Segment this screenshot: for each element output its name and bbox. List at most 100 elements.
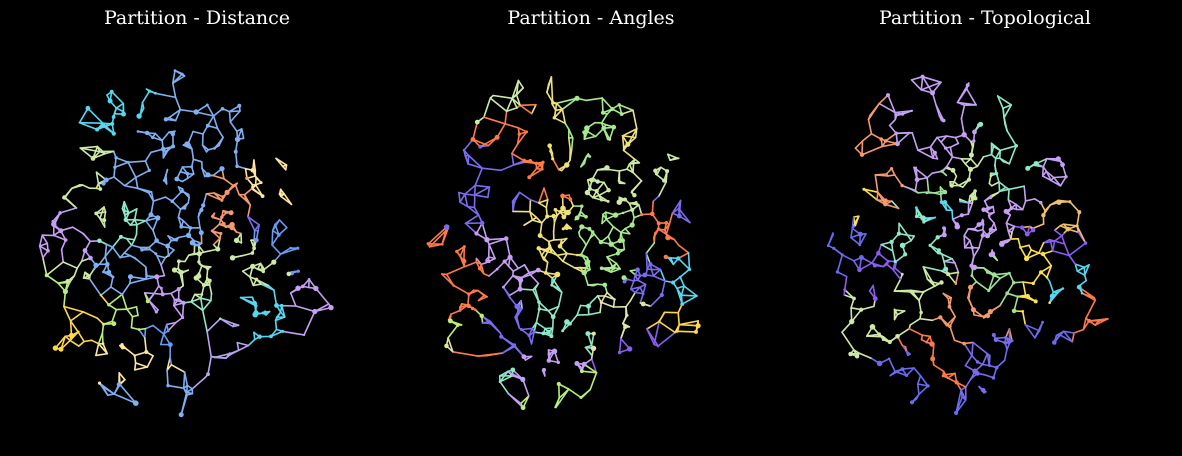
street-segment [110,276,114,288]
street-segment [827,234,834,247]
street-segment [887,174,896,177]
street-segment [658,320,676,334]
street-segment [464,193,476,196]
street-segment [999,145,1017,152]
street-segment [884,203,900,210]
street-node [835,270,840,274]
street-segment [485,256,490,261]
street-node [664,221,669,225]
street-node [1011,308,1017,314]
street-node [556,381,561,387]
street-node [1012,281,1016,285]
street-node [987,364,991,367]
street-segment [590,332,595,347]
street-node [176,287,181,292]
street-segment [134,366,149,371]
street-node [154,274,160,280]
street-segment [850,236,861,246]
street-segment [1045,170,1052,182]
street-node [591,331,596,336]
street-node [107,303,111,307]
street-segment [1023,185,1027,202]
street-segment [173,298,180,307]
street-segment [201,144,210,151]
street-segment [1076,270,1086,277]
street-segment [529,199,532,213]
street-node [173,69,177,72]
street-node [1041,320,1044,324]
street-segment [1032,223,1045,230]
street-segment [1068,242,1087,257]
street-node [967,166,974,172]
street-node [541,331,546,336]
street-node [105,262,110,267]
street-node [579,396,583,399]
street-node [281,329,285,333]
street-segment [62,261,78,270]
street-node [252,311,258,318]
street-node [548,246,551,249]
network-map-angles [426,76,701,411]
street-node [621,275,627,281]
street-node [145,299,150,304]
street-node [840,253,844,257]
street-segment [144,151,152,162]
street-segment [212,108,224,117]
street-segment [135,306,139,317]
street-segment [79,147,94,160]
street-segment [507,392,522,405]
street-segment [303,310,316,336]
street-segment [622,241,626,251]
street-node [972,139,976,143]
street-node [954,410,959,415]
street-segment [1053,330,1065,344]
street-node [207,278,212,283]
street-segment [502,274,514,288]
street-segment [212,237,221,246]
street-segment [152,196,167,202]
street-node [930,356,936,362]
street-node [101,322,106,326]
street-node [949,183,954,188]
street-segment [71,184,84,190]
street-segment [858,352,872,359]
street-segment [200,297,204,312]
street-segment [516,131,528,145]
street-node [611,124,617,130]
street-segment [570,137,574,151]
street-node [615,251,620,256]
street-segment [622,322,631,328]
street-segment [123,200,126,216]
street-segment [649,294,663,308]
street-segment [653,320,661,346]
street-segment [136,187,153,193]
street-segment [191,148,195,161]
street-segment [945,156,954,168]
street-segment [592,196,603,201]
street-segment [130,238,136,246]
network-map-distance [38,69,334,418]
street-segment [887,94,896,114]
street-segment [100,294,110,306]
street-segment [123,244,133,254]
street-node [859,307,864,312]
street-node [976,222,982,228]
street-segment [942,370,949,379]
street-segment [1021,310,1027,326]
street-segment [481,167,502,172]
street-segment [518,191,532,201]
street-segment [174,69,186,77]
street-segment [511,79,520,100]
street-segment [677,244,690,254]
street-segment [612,225,622,234]
street-segment [533,321,538,333]
street-node [687,267,692,271]
street-segment [271,229,274,246]
street-node [228,210,234,216]
street-node [547,143,552,148]
street-node [1041,213,1046,218]
street-segment [123,176,137,187]
street-segment [605,211,608,220]
street-segment [987,273,995,292]
street-node [629,222,635,228]
